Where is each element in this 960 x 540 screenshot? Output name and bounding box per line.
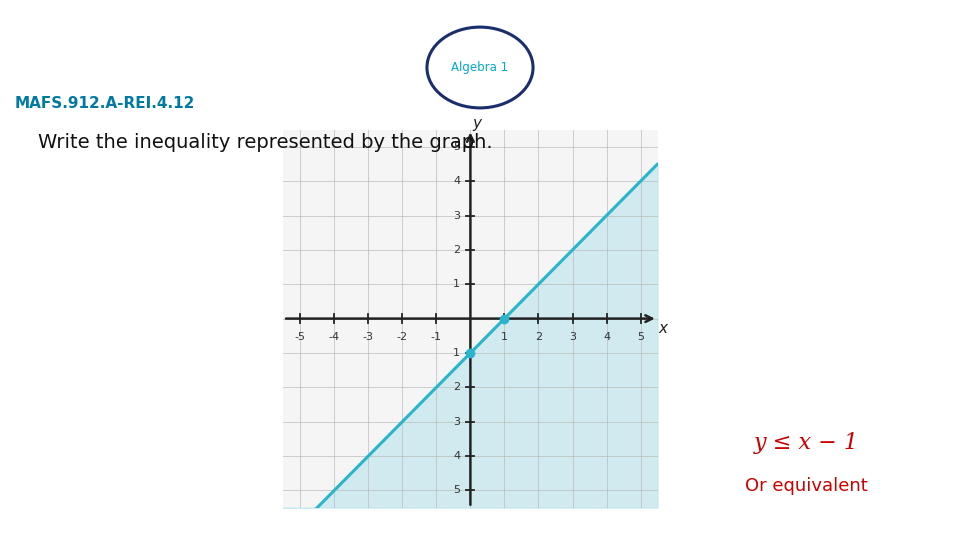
- Text: y: y: [472, 116, 481, 131]
- Text: Or equivalent: Or equivalent: [745, 477, 868, 495]
- Text: 2: 2: [453, 382, 460, 393]
- Text: -5: -5: [295, 332, 305, 342]
- Text: 4: 4: [453, 176, 460, 186]
- Text: 2: 2: [453, 245, 460, 255]
- Text: 3: 3: [453, 417, 460, 427]
- Text: -1: -1: [431, 332, 442, 342]
- Text: 5: 5: [637, 332, 644, 342]
- Text: -3: -3: [363, 332, 373, 342]
- Text: 1: 1: [453, 348, 460, 358]
- Text: x: x: [659, 321, 667, 336]
- Circle shape: [427, 27, 533, 108]
- Text: 4: 4: [453, 451, 460, 461]
- Text: 3: 3: [569, 332, 576, 342]
- Text: 2: 2: [535, 332, 542, 342]
- Text: -2: -2: [396, 332, 408, 342]
- Text: 1: 1: [453, 279, 460, 289]
- Text: 1: 1: [501, 332, 508, 342]
- Text: 3: 3: [453, 211, 460, 220]
- Text: y ≤ x − 1: y ≤ x − 1: [754, 432, 859, 454]
- Text: Algebra 1: Algebra 1: [451, 61, 509, 74]
- Text: MAFS.912.A-REI.4.12: MAFS.912.A-REI.4.12: [14, 96, 195, 111]
- Text: -4: -4: [328, 332, 340, 342]
- Text: 5: 5: [453, 485, 460, 495]
- Text: 4: 4: [603, 332, 611, 342]
- Text: 5: 5: [453, 142, 460, 152]
- Text: Write the inequality represented by the graph.: Write the inequality represented by the …: [38, 133, 493, 152]
